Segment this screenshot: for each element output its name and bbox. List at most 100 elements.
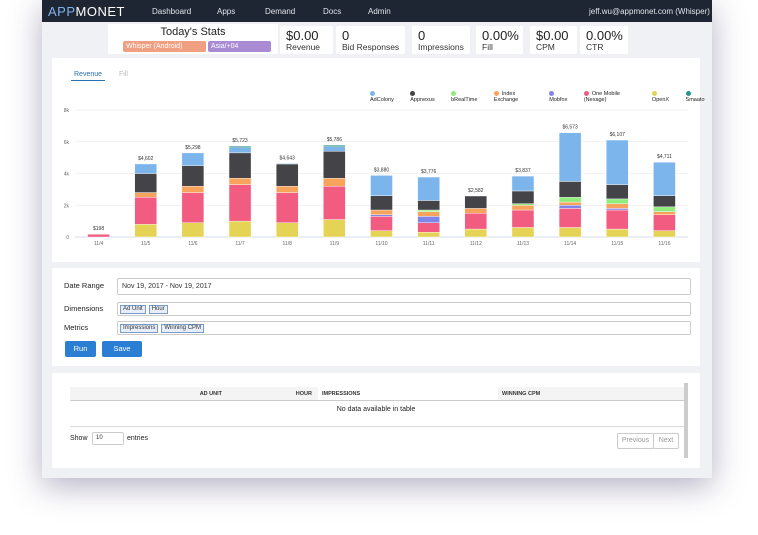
tag[interactable]: Winning CPM bbox=[161, 324, 205, 333]
tag[interactable]: Hour bbox=[148, 305, 168, 314]
bar-segment bbox=[417, 222, 440, 233]
bar-segment bbox=[558, 181, 582, 198]
empty-message: No data available in table bbox=[336, 406, 416, 413]
legend-item[interactable]: Mobfox bbox=[549, 91, 575, 103]
app-window: APPMONET Dashboard Apps Demand Docs Admi… bbox=[42, 0, 712, 478]
previous-button[interactable]: Previous bbox=[617, 433, 654, 449]
next-button[interactable]: Next bbox=[653, 433, 679, 449]
bar-segment bbox=[417, 209, 440, 212]
total-label: $5,298 bbox=[185, 145, 201, 151]
legend-label: bRealTime bbox=[451, 97, 478, 103]
stat-value: $0.00 bbox=[286, 28, 319, 43]
column-header[interactable]: HOUR bbox=[295, 391, 312, 397]
bar-segment bbox=[181, 222, 205, 238]
column-header[interactable]: IMPRESSIONS bbox=[322, 391, 361, 397]
table-rule bbox=[70, 426, 688, 427]
bar-segment bbox=[370, 175, 393, 196]
column-header[interactable]: WINNING CPM bbox=[502, 391, 541, 397]
legend-item[interactable]: Appnexus bbox=[410, 91, 442, 103]
legend-item[interactable]: AdColony bbox=[370, 91, 401, 103]
filter-pill[interactable]: Asia/+04 bbox=[208, 41, 271, 52]
bar-segment bbox=[275, 163, 299, 165]
brand[interactable]: APPMONET bbox=[48, 4, 125, 19]
tab[interactable]: Revenue bbox=[71, 71, 106, 81]
bar-segment bbox=[417, 200, 440, 211]
legend-swatch bbox=[685, 91, 691, 96]
stat-value: 0.00% bbox=[482, 28, 519, 43]
total-label: $6,573 bbox=[562, 125, 578, 131]
bar-segment bbox=[134, 173, 157, 193]
bar-segment bbox=[464, 195, 488, 209]
bar-segment bbox=[653, 195, 676, 208]
page-size-select[interactable]: 10 bbox=[92, 432, 124, 445]
bar-segment bbox=[275, 185, 299, 193]
total-label: $198 bbox=[93, 226, 104, 232]
legend-item[interactable]: bRealTime bbox=[451, 91, 485, 103]
bar-segment bbox=[606, 184, 629, 200]
x-tick-label: 11/6 bbox=[188, 241, 198, 247]
legend-item[interactable]: Smaato bbox=[685, 91, 712, 103]
brand-part: APP bbox=[48, 4, 76, 19]
stat-box: 0.00% CTR bbox=[580, 26, 628, 54]
bar-segment bbox=[511, 190, 535, 204]
legend-label: AdColony bbox=[370, 97, 394, 103]
nav-item[interactable]: Admin bbox=[368, 7, 391, 16]
bar-segment bbox=[228, 152, 252, 179]
bar-segment bbox=[606, 198, 629, 204]
bar-segment bbox=[370, 214, 393, 217]
legend-swatch bbox=[493, 91, 499, 96]
date-input[interactable]: Nov 19, 2017 - Nov 19, 2017 bbox=[117, 278, 691, 295]
stat-box: $0.00 Revenue bbox=[280, 26, 333, 54]
save-button[interactable]: Save bbox=[102, 341, 142, 357]
bar-segment bbox=[511, 175, 535, 192]
stat-value: 0 bbox=[342, 28, 350, 43]
bar-segment bbox=[323, 151, 346, 179]
field-label: Metrics bbox=[64, 323, 89, 332]
x-tick-label: 11/14 bbox=[564, 241, 576, 247]
bar-segment bbox=[181, 165, 205, 187]
bar-segment bbox=[275, 163, 299, 187]
nav-item[interactable]: Dashboard bbox=[152, 7, 192, 16]
bar-segment bbox=[275, 222, 299, 238]
x-tick-label: 11/8 bbox=[283, 241, 293, 247]
legend-item[interactable]: OpenX bbox=[651, 91, 677, 103]
stat-label: Fill bbox=[482, 42, 493, 52]
user-menu[interactable]: jeff.wu@appmonet.com (Whisper) bbox=[589, 7, 710, 16]
dimensions-input[interactable]: Ad Unit Hour bbox=[117, 302, 691, 316]
form-card: Date Range Nov 19, 2017 - Nov 19, 2017 D… bbox=[52, 268, 700, 366]
stats-title: Today's Stats bbox=[160, 26, 226, 38]
bar-segment bbox=[417, 211, 440, 217]
stats-header: Today's Stats Whisper (Android) Asia/+04 bbox=[108, 24, 278, 54]
bar-segment bbox=[606, 208, 629, 211]
total-label: $4,711 bbox=[657, 154, 672, 160]
run-button[interactable]: Run bbox=[65, 341, 96, 357]
x-tick-label: 11/4 bbox=[94, 241, 104, 247]
column-header[interactable]: AD UNIT bbox=[199, 391, 222, 397]
legend-swatch bbox=[651, 91, 657, 96]
bar-segment bbox=[558, 132, 582, 182]
nav-item[interactable]: Apps bbox=[217, 7, 236, 16]
nav-item[interactable]: Docs bbox=[323, 7, 342, 16]
legend-item[interactable]: One Mobile (Nexage) bbox=[583, 91, 643, 103]
metrics-input[interactable]: Impressions Winning CPM bbox=[117, 321, 691, 335]
header-cell bbox=[318, 387, 498, 400]
bar-segment bbox=[464, 208, 488, 214]
legend-item[interactable]: Index Exchange bbox=[493, 91, 541, 103]
bar-segment bbox=[228, 178, 252, 185]
bar-segment bbox=[370, 209, 393, 215]
tag[interactable]: Ad Unit bbox=[120, 305, 146, 314]
total-label: $3,776 bbox=[421, 169, 437, 175]
filter-pill[interactable]: Whisper (Android) bbox=[123, 41, 206, 52]
tab[interactable]: Fill bbox=[119, 71, 128, 78]
show-label: Show bbox=[70, 435, 88, 442]
legend-swatch bbox=[451, 91, 457, 96]
bar-segment bbox=[134, 163, 157, 174]
nav-item[interactable]: Demand bbox=[265, 7, 296, 16]
stat-label: Revenue bbox=[286, 42, 321, 52]
bar-segment bbox=[228, 147, 252, 154]
bar-segment bbox=[417, 216, 440, 223]
bar-segment bbox=[228, 145, 252, 148]
legend: AdColony Appnexus bRealTime Index Exchange M… bbox=[370, 91, 712, 103]
tag[interactable]: Impressions bbox=[120, 324, 159, 333]
